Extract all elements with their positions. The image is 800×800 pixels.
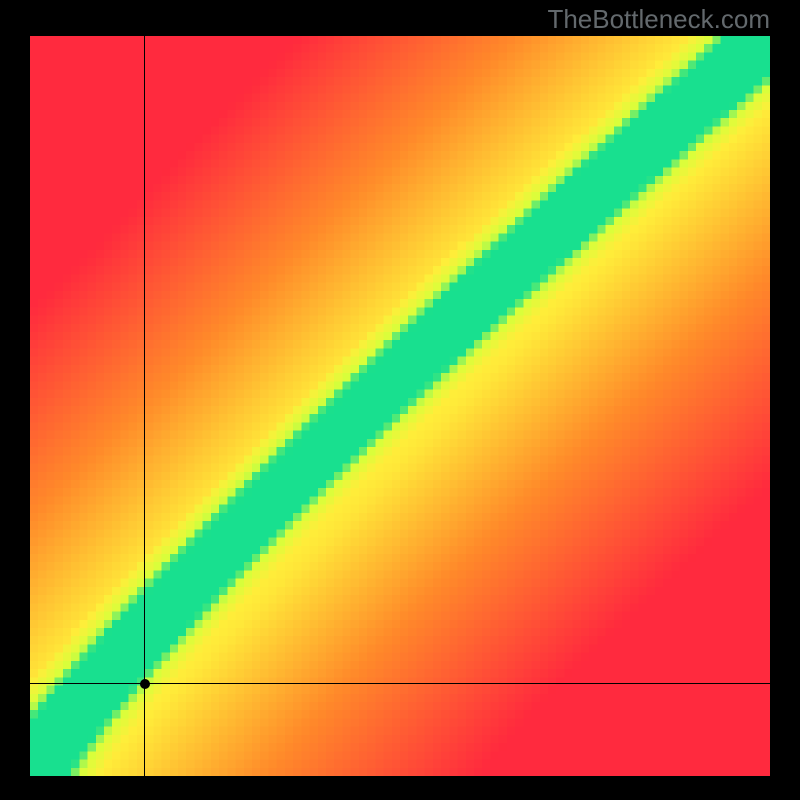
crosshair-marker-dot (140, 679, 150, 689)
crosshair-vertical (144, 36, 145, 776)
bottleneck-heatmap (30, 36, 770, 776)
chart-container: TheBottleneck.com (0, 0, 800, 800)
watermark-text: TheBottleneck.com (547, 4, 770, 35)
